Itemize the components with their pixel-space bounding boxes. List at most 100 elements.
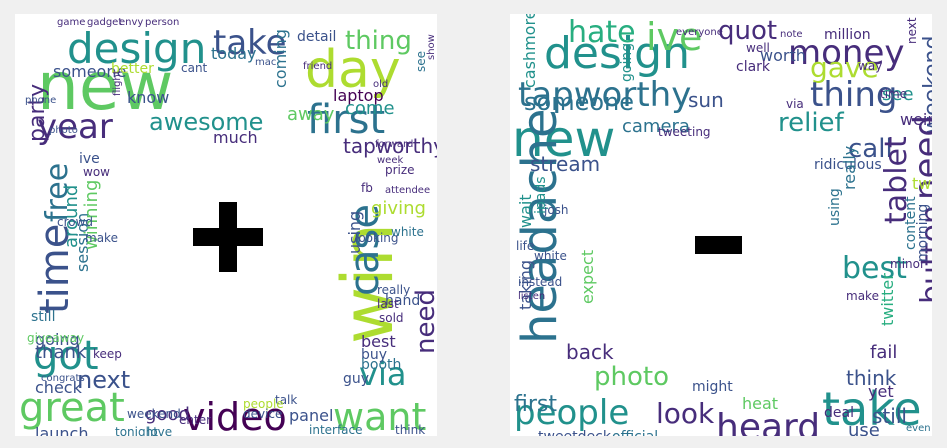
plus-sign-vertical-bar bbox=[219, 202, 237, 272]
negative-word-money: money bbox=[788, 33, 905, 73]
positive-word-phone: phone bbox=[25, 95, 57, 106]
positive-word-weekend: weekend bbox=[127, 407, 181, 421]
positive-word-mac: mac bbox=[255, 57, 277, 68]
negative-word-might: might bbox=[692, 379, 733, 395]
positive-word-congrats: congrats bbox=[41, 373, 85, 384]
positive-word-show: show bbox=[426, 34, 437, 60]
negative-word-everyone: everyone bbox=[676, 27, 723, 38]
positive-word-cloud-panel: new day design take first year awesome time free… bbox=[15, 14, 437, 436]
positive-word-video: video bbox=[183, 395, 287, 436]
positive-word-good: good bbox=[145, 404, 190, 425]
positive-word-interface: interface bbox=[309, 423, 363, 436]
positive-word-know: know bbox=[127, 88, 170, 107]
positive-word-sold: sold bbox=[379, 311, 404, 325]
positive-word-giving: giving bbox=[371, 198, 426, 219]
positive-word-hand: hand bbox=[385, 293, 421, 309]
positive-word-launch: launch bbox=[35, 424, 89, 437]
negative-word-cloud: design new tapworthy headache people hate ive q… bbox=[510, 14, 932, 436]
positive-word-booth: booth bbox=[361, 357, 402, 373]
negative-word-tweeting: tweeting bbox=[658, 125, 711, 139]
positive-word-best: best bbox=[361, 332, 396, 351]
positive-word-detail: detail bbox=[297, 29, 337, 45]
positive-word-come: come bbox=[345, 98, 395, 119]
positive-word-prize: prize bbox=[385, 163, 415, 177]
positive-word-buy: buy bbox=[361, 347, 388, 363]
positive-word-tapworthy: tapworthy bbox=[343, 134, 437, 158]
positive-word-attendee: attendee bbox=[385, 185, 431, 196]
negative-word-next: next bbox=[905, 17, 919, 44]
negative-word-twitter: twitter bbox=[878, 273, 897, 326]
positive-word-cant: cant bbox=[181, 61, 208, 75]
negative-word-fail: fail bbox=[870, 342, 898, 363]
positive-word-awesome: awesome bbox=[149, 108, 264, 136]
negative-word-ridiculous: ridiculous bbox=[814, 157, 882, 173]
positive-word-device: device bbox=[243, 407, 283, 421]
positive-word-giveaway: giveaway bbox=[27, 331, 85, 345]
negative-word-think: think bbox=[846, 366, 897, 390]
positive-word-next: next bbox=[77, 366, 131, 394]
negative-word-going: going bbox=[619, 42, 635, 82]
negative-word-even: even bbox=[906, 423, 931, 434]
negative-word-first: first bbox=[514, 392, 557, 417]
positive-word-looking: looking bbox=[355, 231, 399, 245]
negative-word-quot: quot bbox=[718, 16, 778, 46]
positive-word-envy: envy bbox=[119, 17, 144, 28]
positive-word-white: white bbox=[391, 225, 424, 239]
negative-word-call: call bbox=[848, 134, 893, 164]
negative-word-time: time bbox=[880, 87, 908, 101]
positive-word-got: got bbox=[33, 333, 99, 379]
positive-word-person: person bbox=[145, 17, 180, 28]
negative-word-minor: minor bbox=[890, 257, 925, 271]
positive-word-year: year bbox=[37, 107, 113, 147]
positive-word-wow: wow bbox=[83, 165, 110, 179]
positive-word-love: love bbox=[147, 425, 173, 436]
positive-word-first: first bbox=[307, 97, 386, 143]
positive-word-much: much bbox=[213, 128, 258, 147]
positive-word-people: people bbox=[243, 397, 284, 411]
negative-word-clark: clark bbox=[736, 59, 771, 75]
positive-word-new: new bbox=[37, 48, 174, 125]
negative-word-take: take bbox=[822, 382, 922, 436]
positive-word-want: want bbox=[333, 395, 427, 436]
positive-word-someone: someone bbox=[53, 62, 127, 81]
negative-word-see: see bbox=[882, 84, 914, 105]
minus-sign-icon bbox=[695, 236, 742, 254]
positive-word-thank: thank bbox=[35, 342, 87, 363]
negative-word-make: make bbox=[846, 289, 879, 303]
positive-word-fb: fb bbox=[361, 181, 373, 195]
positive-word-flight: flight bbox=[112, 70, 123, 96]
negative-word-million: million bbox=[824, 27, 871, 43]
negative-word-new: new bbox=[512, 110, 616, 168]
negative-word-hate: hate bbox=[568, 15, 636, 50]
positive-word-panel: panel bbox=[289, 406, 334, 425]
positive-word-enter: enter bbox=[179, 413, 212, 427]
positive-word-via: via bbox=[359, 355, 407, 393]
negative-word-best: best bbox=[842, 251, 907, 286]
negative-word-expect: expect bbox=[578, 249, 597, 304]
positive-word-thing: thing bbox=[345, 26, 412, 56]
negative-word-cashmore: cashmore bbox=[520, 14, 539, 88]
negative-word-tapworthy: tapworthy bbox=[518, 75, 692, 115]
negative-word-still: still bbox=[872, 404, 907, 428]
negative-word-stream: stream bbox=[530, 152, 601, 176]
positive-word-tonight: tonight bbox=[115, 425, 158, 436]
negative-word-via: via bbox=[786, 97, 804, 111]
negative-word-camera: camera bbox=[622, 116, 690, 137]
positive-word-make: make bbox=[85, 231, 118, 245]
negative-word-tweetdeck: tweetdeck bbox=[538, 430, 611, 436]
positive-word-game: game bbox=[57, 17, 86, 28]
negative-word-yet: yet bbox=[868, 382, 894, 401]
negative-word-design: design bbox=[544, 28, 690, 79]
negative-word-official: official bbox=[612, 430, 658, 436]
positive-word-away: away bbox=[287, 104, 335, 125]
negative-word-gave: gave bbox=[810, 51, 879, 84]
positive-word-going: going bbox=[35, 330, 80, 349]
negative-word-white: white bbox=[534, 249, 567, 263]
positive-word-old: old bbox=[373, 79, 389, 90]
positive-word-today: today bbox=[211, 44, 257, 63]
negative-word-listen: listen bbox=[518, 291, 546, 302]
positive-word-check: check bbox=[35, 378, 82, 397]
positive-word-laptop: laptop bbox=[333, 86, 384, 105]
negative-word-wait: wait bbox=[516, 194, 535, 228]
negative-word-content: content bbox=[903, 196, 919, 250]
